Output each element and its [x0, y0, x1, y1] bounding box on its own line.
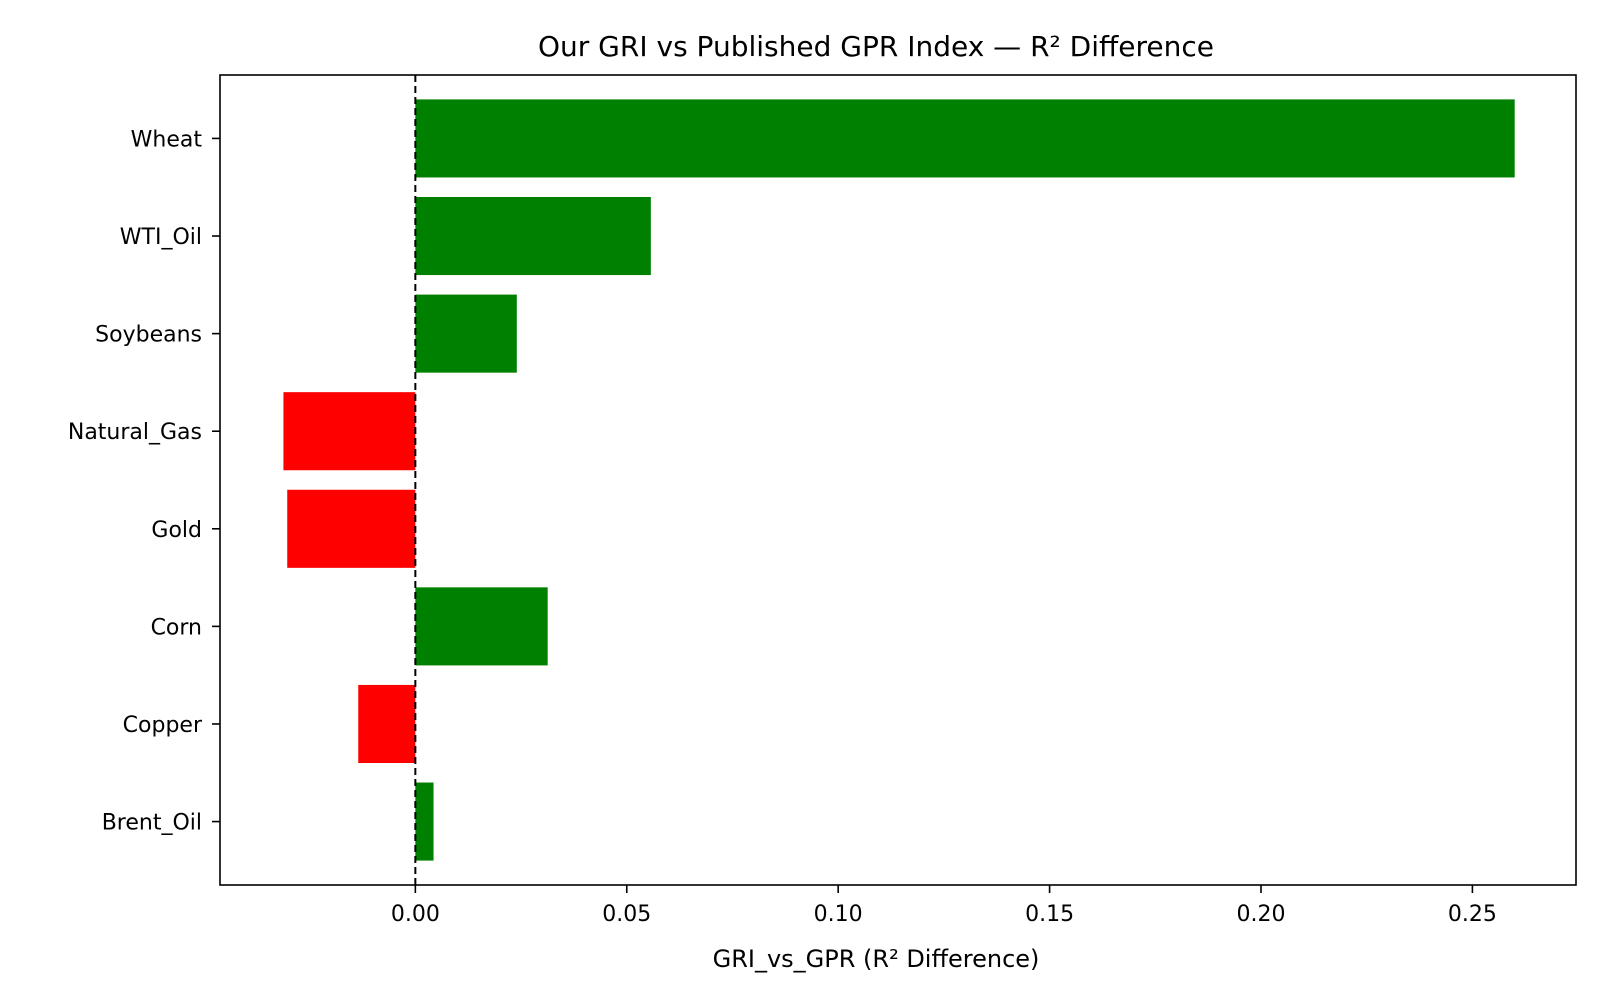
y-tick-label: Wheat: [131, 127, 203, 152]
bar-natural-gas: [283, 392, 416, 471]
y-tick-label: Gold: [151, 518, 202, 543]
x-tick-label: 0.05: [602, 902, 651, 927]
bar-brent-oil: [415, 782, 434, 861]
plot-frame: [219, 74, 1577, 886]
bar-corn: [415, 587, 548, 666]
bar-soybeans: [415, 294, 517, 373]
bar-wti-oil: [415, 196, 651, 276]
y-tick-label: Corn: [151, 615, 202, 640]
x-tick-label: 0.00: [391, 902, 440, 927]
x-tick-label: 0.25: [1448, 902, 1497, 927]
bar-copper: [358, 684, 416, 764]
plot-area: 0.00 0.05 0.10 0.15 0.20 0.25 Wheat WTI_Oil Soyb…: [68, 74, 1577, 927]
y-tick-label: Soybeans: [95, 323, 202, 348]
bar-gold: [287, 489, 416, 568]
x-tick-label: 0.20: [1237, 902, 1286, 927]
y-tick-label: WTI_Oil: [120, 225, 202, 250]
y-tick-label: Copper: [123, 713, 203, 738]
x-tick-label: 0.10: [814, 902, 863, 927]
chart-title: Our GRI vs Published GPR Index — R² Diff…: [538, 30, 1214, 63]
x-axis-label: GRI_vs_GPR (R² Difference): [713, 945, 1040, 973]
bar-wheat: [415, 99, 1515, 178]
y-tick-label: Natural_Gas: [68, 420, 202, 445]
x-tick-label: 0.15: [1025, 902, 1074, 927]
y-tick-label: Brent_Oil: [102, 811, 202, 836]
